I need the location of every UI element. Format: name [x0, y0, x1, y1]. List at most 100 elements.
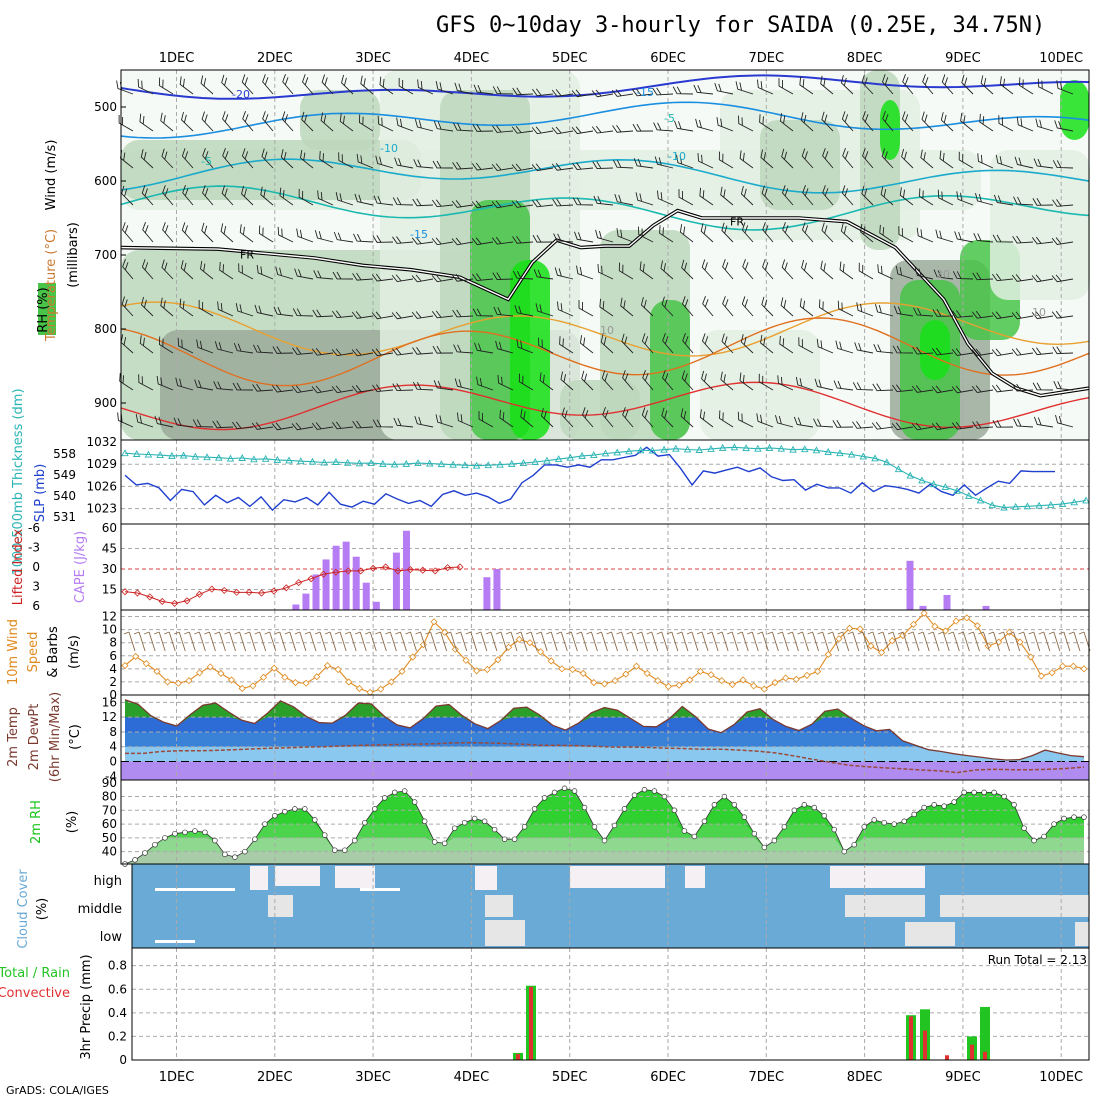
thickness-marker — [121, 449, 129, 457]
wind-barb — [979, 113, 994, 132]
wind-barb-stroke — [911, 422, 934, 431]
cloud-level-label: high — [94, 874, 122, 889]
wind-barb — [672, 86, 694, 95]
wind-barb — [252, 383, 274, 392]
li-marker — [456, 563, 464, 571]
wind-barb — [662, 333, 674, 354]
surface-wind-barb — [314, 631, 327, 652]
thickness-marker — [1058, 499, 1067, 507]
wind-barb-stroke — [252, 383, 274, 392]
wind-speed-marker — [430, 618, 438, 626]
wind-barb — [1031, 311, 1054, 320]
wind-barb-stroke — [516, 339, 534, 354]
surface-wind-barb — [656, 631, 669, 652]
wind-barb — [660, 260, 674, 280]
wind-barb — [761, 185, 774, 206]
wind-barb — [841, 111, 854, 132]
wind-barb-stroke — [871, 421, 894, 430]
wind-barb — [414, 415, 434, 428]
wind-barb — [375, 155, 394, 169]
wind-barb-stroke — [933, 269, 954, 280]
rh-marker — [911, 811, 917, 818]
wind-barb-stroke — [311, 385, 334, 394]
slp-tick: 1029 — [86, 457, 117, 471]
wind-barb-stroke — [678, 189, 694, 206]
rh-marker — [811, 804, 818, 811]
wind-barb — [471, 237, 494, 246]
surface-wind-barb — [505, 631, 518, 652]
wind-barb — [451, 237, 474, 246]
wind-barb — [512, 270, 534, 280]
rh-shade-21 — [700, 330, 820, 440]
cloud-level-label: middle — [78, 902, 122, 917]
panel-frame-slp — [120, 439, 1090, 525]
wind-barb — [320, 112, 334, 132]
wind-barb-stroke — [551, 163, 574, 171]
wind-barb — [201, 111, 214, 132]
thickness-marker — [355, 459, 364, 467]
wind-barb — [271, 422, 294, 431]
wind-speed-marker — [377, 685, 385, 693]
isotherm-label: -15 — [410, 228, 428, 241]
precip-tick: 0.6 — [108, 982, 127, 996]
wind-barb-stroke — [162, 185, 174, 206]
wind-barb — [353, 233, 374, 243]
li-marker — [344, 567, 352, 575]
cape-bar — [342, 541, 350, 610]
wind-barb — [795, 376, 814, 391]
wind-barb-stroke — [154, 415, 174, 428]
wind-label-c: & Barbs — [46, 626, 61, 678]
rh-marker — [761, 844, 768, 851]
wind-barb — [654, 156, 674, 169]
wind-barb — [822, 185, 834, 206]
wind-barb — [253, 344, 274, 354]
wind-speed-marker — [1059, 662, 1067, 670]
wind-barb-stroke — [856, 302, 874, 317]
wind-barb — [816, 338, 834, 354]
isotherm-label: 10 — [600, 324, 614, 337]
wind-speed-marker — [547, 657, 555, 665]
cloud-gap — [685, 866, 705, 888]
surface-wind-barb — [1028, 631, 1041, 652]
wind-speed-marker — [973, 622, 982, 630]
isotherm-label: -10 — [380, 142, 398, 155]
wind-barb — [394, 157, 414, 169]
precip-total-bar — [980, 1006, 990, 1060]
wind-barb — [781, 148, 794, 169]
wind-barb-stroke — [779, 335, 794, 354]
surface-wind-barb — [1038, 631, 1051, 652]
wind-barb — [762, 259, 774, 280]
wind-barb — [611, 89, 634, 97]
wind-barb-stroke — [932, 309, 954, 317]
wind-barb — [452, 161, 474, 170]
wind-barb — [241, 148, 254, 169]
wind-barb-stroke — [799, 76, 814, 95]
wind-barb — [262, 74, 274, 95]
wind-barb — [742, 259, 754, 280]
wind-barb-stroke — [414, 415, 434, 428]
wind-barb — [392, 197, 414, 206]
wind-barb-stroke — [1053, 380, 1074, 391]
wind-speed-marker — [568, 665, 577, 674]
wind-barb — [317, 190, 334, 206]
rh-marker — [491, 826, 498, 833]
temp-label-b: 2m DewPt — [27, 704, 42, 771]
thickness-marker — [238, 454, 246, 461]
wind-barb-stroke — [760, 149, 774, 169]
wind-barb-stroke — [302, 74, 314, 95]
wind-barb-stroke — [816, 338, 834, 354]
cloud-unit: (%) — [35, 898, 50, 921]
wind-barb-stroke — [681, 259, 694, 280]
wind-barb-stroke — [935, 229, 954, 243]
wind-barb-stroke — [701, 370, 714, 391]
wind-barb-stroke — [832, 420, 854, 428]
surface-wind-barb — [204, 631, 216, 652]
cloud-gap — [485, 920, 525, 946]
wind-barb — [200, 260, 214, 280]
cape-tick: 45 — [102, 542, 117, 556]
wind-barb — [880, 186, 894, 206]
wind-barb-stroke — [200, 75, 214, 95]
wind-barb — [457, 412, 474, 428]
wind-barb-stroke — [898, 226, 914, 243]
wind-barb — [492, 86, 514, 95]
